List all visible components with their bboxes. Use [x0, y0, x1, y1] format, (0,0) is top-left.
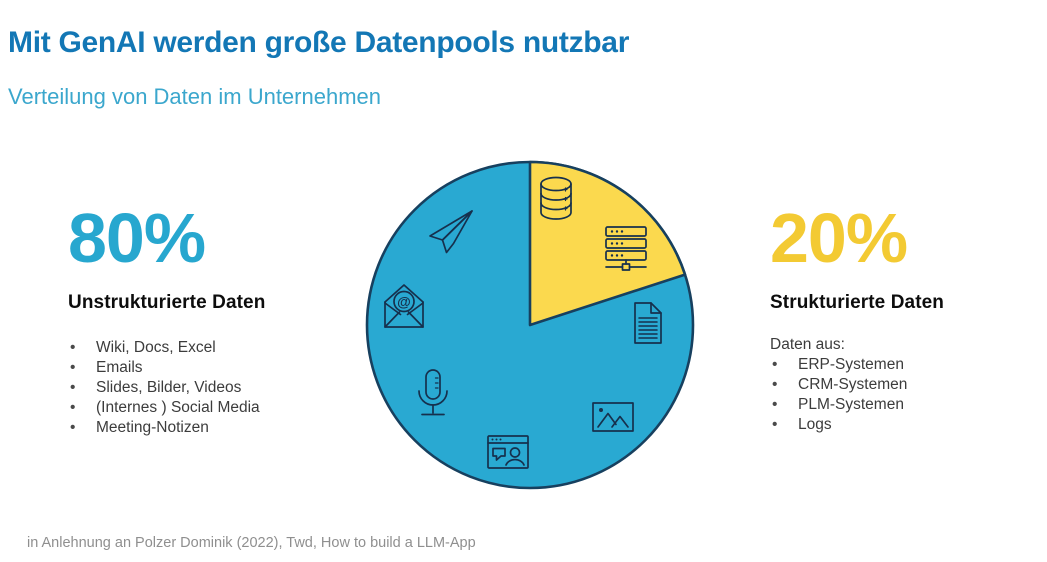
list-item: (Internes ) Social Media [68, 398, 348, 418]
unstructured-heading: Unstrukturierte Daten [68, 292, 266, 313]
server-icon [603, 225, 649, 271]
browser-chat-icon [486, 434, 530, 470]
source-attribution: in Anlehnung an Polzer Dominik (2022), T… [27, 535, 476, 551]
list-item: CRM-Systemen [770, 375, 1030, 395]
structured-list: ERP-Systemen CRM-Systemen PLM-Systemen L… [770, 355, 1030, 435]
structured-heading: Strukturierte Daten [770, 292, 944, 313]
structured-data-panel: 20% Strukturierte Daten Daten aus: ERP-S… [770, 199, 1030, 435]
pie-slice-structured [528, 160, 687, 327]
unstructured-data-panel: 80% Unstrukturierte Daten Wiki, Docs, Ex… [68, 199, 348, 438]
database-icon [534, 175, 578, 225]
list-item: Meeting-Notizen [68, 418, 348, 438]
envelope-at-icon: @ [382, 281, 426, 329]
list-item: Wiki, Docs, Excel [68, 338, 348, 358]
list-item: Slides, Bilder, Videos [68, 378, 348, 398]
structured-intro: Daten aus: [770, 336, 845, 353]
list-item: Emails [68, 358, 348, 378]
paper-plane-icon [427, 209, 475, 255]
pie-chart: @ [360, 155, 700, 495]
microphone-icon [416, 368, 450, 422]
unstructured-list: Wiki, Docs, Excel Emails Slides, Bilder,… [68, 338, 348, 438]
svg-text:@: @ [397, 294, 411, 310]
page-subtitle: Verteilung von Daten im Unternehmen [8, 84, 381, 109]
unstructured-percent: 80% [68, 199, 206, 277]
image-icon [590, 400, 636, 434]
list-item: Logs [770, 415, 1030, 435]
list-item: PLM-Systemen [770, 395, 1030, 415]
list-item: ERP-Systemen [770, 355, 1030, 375]
page-title: Mit GenAI werden große Datenpools nutzba… [8, 26, 630, 59]
structured-percent: 20% [770, 199, 908, 277]
document-icon [630, 300, 666, 346]
